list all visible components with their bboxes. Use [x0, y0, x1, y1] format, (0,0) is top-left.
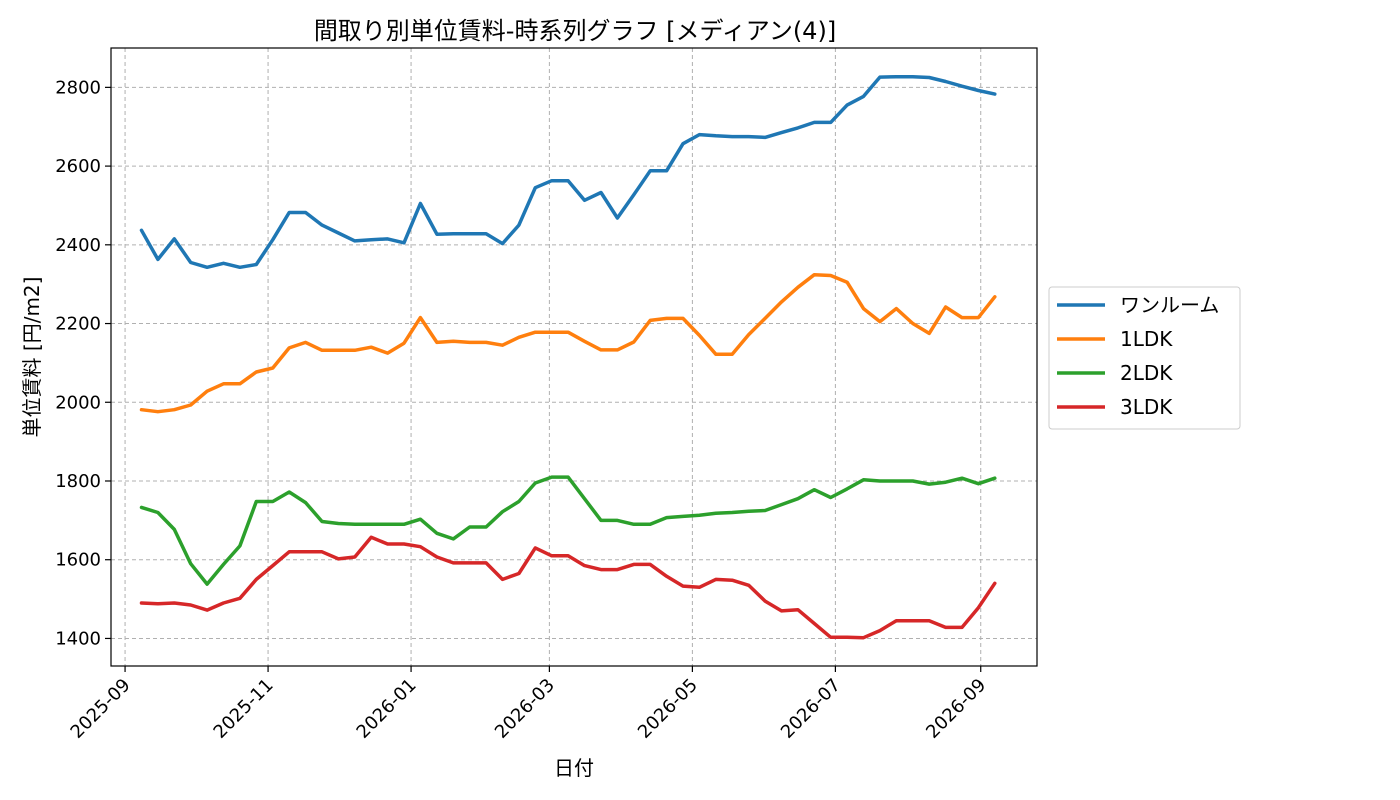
x-axis-label: 日付 — [554, 756, 594, 780]
plot-area-frame — [110, 47, 1038, 667]
x-tick-label: 2025-09 — [67, 675, 135, 743]
y-tick-label: 2400 — [55, 235, 101, 256]
y-axis-ticks: 1400 1600 1800 2000 2200 2400 2600 2800 — [55, 77, 111, 649]
grid-lines — [111, 48, 1037, 666]
x-tick-label: 2025-11 — [210, 675, 278, 743]
chart-title: 間取り別単位賃料-時系列グラフ [メディアン(4)] — [314, 17, 836, 45]
y-tick-label: 1400 — [55, 628, 101, 649]
x-axis-ticks: 2025-09 2025-11 2026-01 2026-03 2026-05 2026-… — [67, 666, 990, 743]
legend-box — [1048, 286, 1241, 430]
legend-label: 2LDK — [1120, 361, 1173, 385]
x-tick-label: 2026-09 — [922, 675, 990, 743]
y-tick-label: 1600 — [55, 550, 101, 571]
x-tick-label: 2026-01 — [353, 675, 421, 743]
legend-label: ワンルーム — [1120, 293, 1219, 317]
y-tick-label: 1800 — [55, 471, 101, 492]
series-line-4 — [139, 535, 997, 640]
legend-label: 1LDK — [1120, 327, 1173, 351]
legend-label: 3LDK — [1120, 395, 1173, 419]
series-line-3 — [139, 475, 997, 586]
x-tick-label: 2026-03 — [491, 675, 559, 743]
y-tick-label: 2000 — [55, 392, 101, 413]
series-line-2 — [139, 272, 997, 414]
legend: ワンルーム 1LDK 2LDK 3LDK — [1048, 286, 1241, 430]
x-tick-label: 2026-07 — [777, 675, 845, 743]
series-line-1 — [139, 74, 997, 270]
y-tick-label: 2200 — [55, 314, 101, 335]
x-tick-label: 2026-05 — [634, 675, 702, 743]
y-axis-label: 単位賃料 [円/m2] — [20, 277, 44, 438]
y-tick-label: 2800 — [55, 77, 101, 98]
y-tick-label: 2600 — [55, 156, 101, 177]
series-lines — [139, 74, 997, 640]
